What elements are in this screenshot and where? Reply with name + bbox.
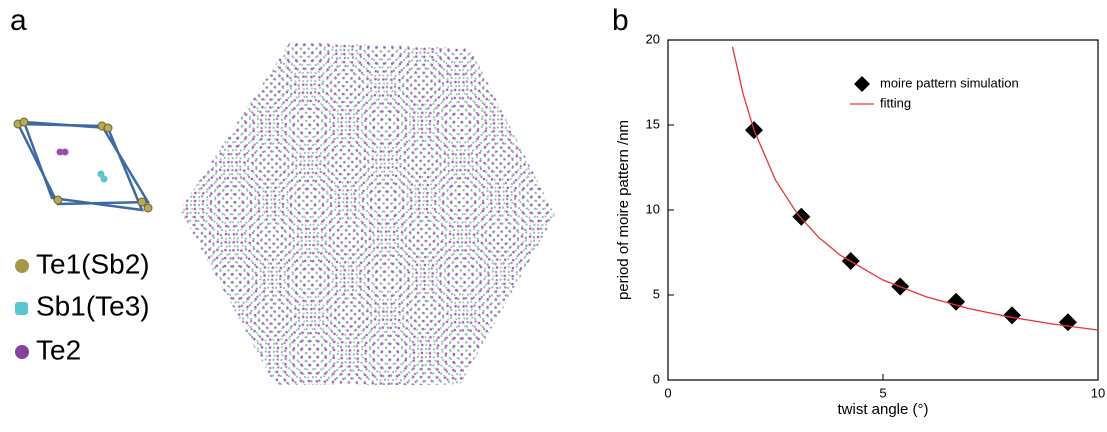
y-tick-label: 15 [646,116,660,131]
y-tick-label: 10 [646,201,660,216]
legend-label: Sb1(Te3) [36,290,150,321]
legend-label: Te2 [36,334,81,365]
x-axis-label: twist angle (°) [837,401,928,418]
moire-pattern [170,40,560,390]
legend-label: moire pattern simulation [880,75,1019,90]
legend-swatch [15,302,28,315]
unit-cell [18,122,148,210]
figure: a b Te1(Sb2) Sb1(Te3) Te2 twist angle (°… [0,0,1107,427]
y-tick-label: 0 [653,371,660,386]
panel-label: a [10,4,27,37]
legend-swatch [15,345,29,359]
x-tick-label: 0 [664,385,671,400]
legend-marker [854,76,870,92]
y-tick-label: 20 [646,31,660,46]
panel-label: b [612,4,629,37]
legend-swatch [15,259,29,273]
atoms [14,118,152,212]
plot-frame [668,40,1098,380]
legend-label: Te1(Sb2) [36,248,150,279]
data-point [947,293,965,311]
x-tick-label: 5 [879,385,886,400]
data-point [1003,306,1021,324]
y-tick-label: 5 [653,286,660,301]
legend-label: fitting [880,95,911,110]
y-axis-label: period of moire pattern /nm [615,120,632,300]
data-point [1059,313,1077,331]
x-tick-label: 10 [1091,385,1105,400]
